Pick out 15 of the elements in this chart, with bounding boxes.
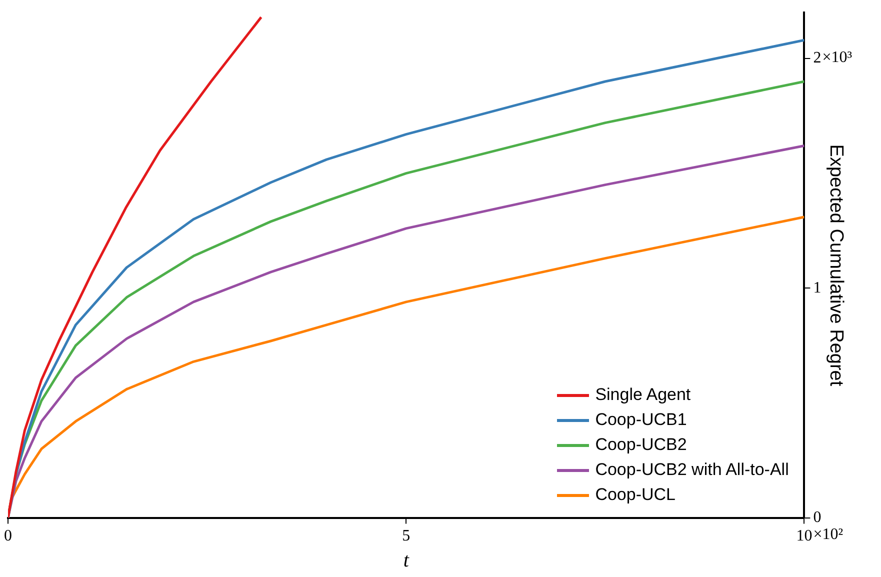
y-tick-label: 1 [813,279,822,296]
legend-label: Single Agent [595,385,691,406]
text: ×10² [813,526,844,544]
legend-label: Coop-UCB2 [595,435,687,456]
x-axis-title: t [403,549,410,572]
y-tick-label: 0 [813,509,822,526]
legend-label: Coop-UCB2 with All-to-All [595,460,789,480]
text: ×10³ [822,48,852,67]
legend-label: Coop-UCL [595,485,676,506]
y-axis-title: Expected Cumulative Regret [825,144,846,387]
legend-label: Coop-UCB1 [595,410,687,430]
x-tick-label: 0 [4,528,12,545]
x-tick-label: 5 [402,528,410,545]
y-tick-label: 2 [813,50,822,67]
x-tick-label: 10 [796,528,812,545]
